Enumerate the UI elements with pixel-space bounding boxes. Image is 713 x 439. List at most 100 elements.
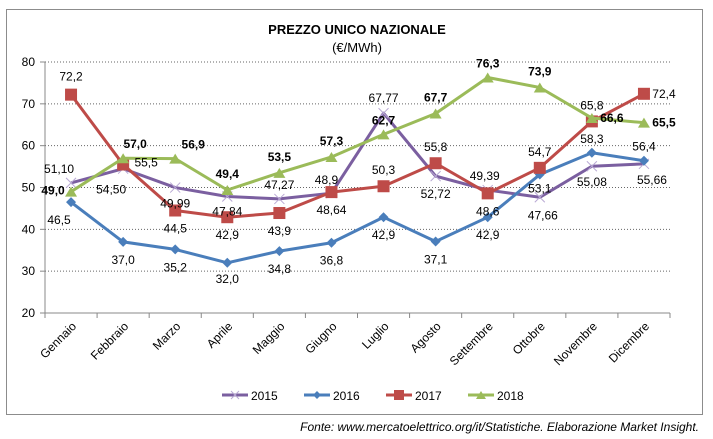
data-point-2015 [65,177,77,189]
data-point-2017 [429,157,442,170]
data-label-2017: 72,4 [652,87,676,101]
data-point-2018 [585,113,598,124]
series-line-2017 [69,92,645,219]
series-line-2015 [70,111,645,201]
y-tick-label: 40 [22,222,36,236]
data-label-2017: 65,8 [580,98,604,112]
x-axis-ticks: Gennaio Febbraio Marzo Aprile Maggio Giugno Lu… [37,319,652,368]
data-label-2017: 42,9 [216,228,240,242]
data-label-2018: 67,7 [424,90,448,104]
data-label-2016: 37,1 [424,252,448,266]
chart-subtitle: (€/MWh) [332,40,382,55]
data-point-2018 [325,151,338,162]
data-label-2017: 55,8 [424,140,448,154]
data-label-2015: 55,08 [577,175,607,189]
series-group [65,72,650,268]
data-label-2018: 57,0 [123,137,147,151]
x-tick-label: Maggio [250,319,288,357]
data-point-2017 [65,88,78,101]
y-tick-label: 60 [22,139,36,153]
legend-item-2018: 2018 [468,389,524,403]
y-tick-label: 70 [22,97,36,111]
legend-label: 2018 [497,389,524,403]
data-point-2016 [222,257,233,268]
legend-item-2016: 2016 [304,389,360,403]
data-label-2015: 48,64 [316,203,346,217]
data-point-2016 [118,236,129,247]
data-point-2015 [274,193,285,205]
data-label-2015: 49,39 [470,169,500,183]
data-point-2018 [377,129,390,140]
data-label-2016: 42,9 [372,228,396,242]
data-label-2017: 50,3 [372,163,396,177]
data-label-2016: 35,2 [164,260,188,274]
data-label-2017: 48,6 [476,204,500,218]
legend-item-2015: 2015 [222,389,278,403]
data-label-2018: 65,5 [652,116,676,130]
data-point-2018 [637,117,650,128]
data-label-2016: 36,8 [320,254,344,268]
chart-frame [6,9,703,415]
data-label-2018: 66,6 [600,111,624,125]
data-point-2016 [66,197,77,208]
x-tick-label: Giugno [302,319,339,356]
data-label-2015: 51,10 [44,162,74,176]
data-point-2018 [117,153,130,164]
data-label-2018: 56,9 [182,138,206,152]
data-point-2015 [430,170,441,182]
data-point-2017 [637,87,650,100]
data-label-2016: 53,1 [528,182,552,196]
y-axis-ticks: 20 30 40 50 60 70 80 [22,55,36,320]
x-tick-label: Luglio [359,319,392,352]
series-line-2016 [70,151,645,265]
data-label-2018: 73,9 [528,65,552,79]
data-label-2016: 46,5 [47,213,71,227]
marker-triangle [476,391,486,399]
legend-label: 2017 [415,389,442,403]
data-point-2018 [429,108,442,119]
marker-square [394,390,404,400]
data-point-2018 [65,186,78,197]
data-label-2017: 54,7 [528,145,552,159]
data-label-2015: 49,99 [160,197,190,211]
y-tick-label: 50 [22,181,36,195]
data-label-2017: 48,9 [315,173,339,187]
data-label-2016: 56,4 [632,140,656,154]
data-label-2015: 67,77 [369,91,399,105]
axes [40,61,671,318]
data-label-2016: 37,0 [111,253,135,267]
data-label-2017: 43,9 [268,224,292,238]
data-label-2015: 47,84 [212,205,242,219]
data-label-2017: 72,2 [59,70,83,84]
data-point-2016 [482,212,493,223]
data-label-2016: 58,3 [580,132,604,146]
data-point-2017 [533,161,546,174]
source-note: Fonte: www.mercatoelettrico.org/it/Stati… [300,420,699,434]
series-line-2018 [70,75,645,193]
data-point-2017 [221,211,234,224]
data-point-2018 [221,185,234,196]
data-label-2018: 57,3 [320,134,344,148]
data-point-2016 [378,212,389,223]
x-tick-label: Agosto [407,319,444,356]
data-label-2018: 49,4 [216,167,240,181]
data-label-2015: 47,27 [264,178,294,192]
data-point-2015 [586,160,598,172]
data-point-2016 [170,244,181,255]
data-label-2018: 49,0 [41,184,65,198]
data-point-2016 [274,246,285,257]
data-point-2018 [533,82,546,93]
data-point-2015 [378,107,389,119]
data-label-2015: 52,72 [421,187,451,201]
data-point-2016 [326,237,337,248]
data-point-2017 [481,187,494,200]
x-tick-label: Novembre [551,319,600,368]
x-tick-label: Dicembre [606,319,652,365]
legend: 2015 2016 2017 2018 [222,389,524,403]
data-labels: 51,10 54,50 49,99 47,84 47,27 48,64 67,77 52,72… [41,56,676,285]
data-point-2016 [638,155,649,166]
y-tick-label: 20 [22,306,36,320]
x-tick-label: Febbraio [88,319,132,363]
data-label-2015: 47,66 [528,208,558,222]
